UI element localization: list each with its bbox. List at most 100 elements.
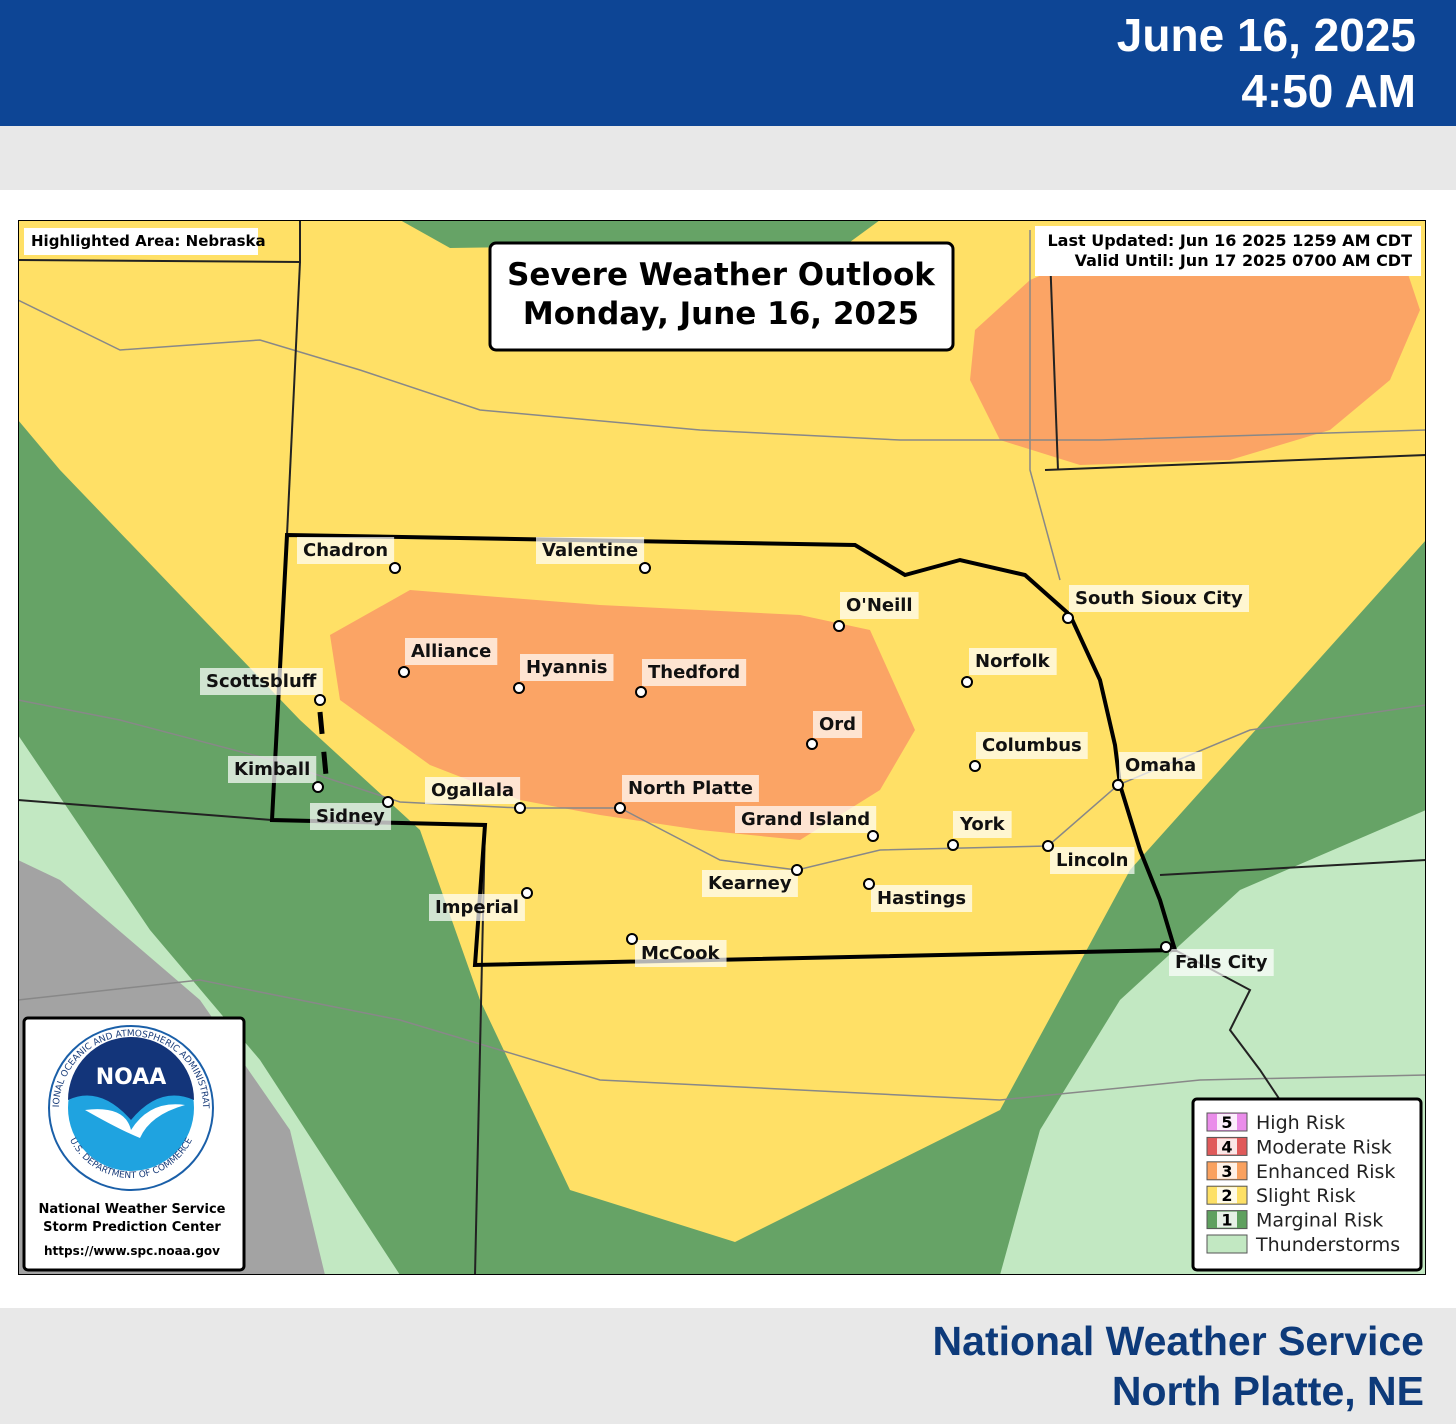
- city-label: Columbus: [982, 735, 1082, 756]
- logo-line2: Storm Prediction Center: [43, 1220, 221, 1235]
- city-label: Valentine: [542, 540, 638, 561]
- city-label-box: [1119, 752, 1203, 779]
- state-borders: [18, 220, 1426, 1275]
- city: York: [947, 811, 1012, 851]
- city-label-box: [1169, 949, 1274, 976]
- legend-number: 2: [1221, 1186, 1232, 1205]
- legend-number: 1: [1221, 1211, 1232, 1230]
- city-dot: [382, 796, 394, 808]
- city-label: O'Neill: [846, 595, 913, 616]
- city-label-box: [953, 811, 1012, 838]
- header-date: June 16, 2025: [1116, 9, 1416, 61]
- legend-number-box: [1217, 1211, 1237, 1228]
- city: Valentine: [536, 537, 651, 574]
- city-dot: [863, 878, 875, 890]
- legend-box: [1191, 1097, 1423, 1272]
- city-label: McCook: [641, 943, 721, 964]
- legend-number-box: [1217, 1187, 1237, 1204]
- city-label: Norfolk: [975, 651, 1051, 672]
- marginal-risk-area: [400, 220, 880, 248]
- header-time: 4:50 AM: [1241, 65, 1416, 117]
- city-label-box: [976, 732, 1088, 759]
- city-label: North Platte: [628, 778, 753, 799]
- city: North Platte: [614, 775, 759, 814]
- legend-number: 4: [1221, 1137, 1232, 1156]
- logo-url: https://www.spc.noaa.gov: [44, 1244, 220, 1258]
- city-dot: [1062, 612, 1074, 624]
- city-label: Grand Island: [741, 809, 870, 830]
- city: Kimball: [228, 756, 324, 793]
- city-dot: [514, 802, 526, 814]
- city-dot: [513, 682, 525, 694]
- city: Hastings: [863, 878, 973, 912]
- city-label-box: [813, 711, 863, 738]
- city: Imperial: [429, 887, 533, 921]
- legend-label: Thunderstorms: [1255, 1234, 1400, 1256]
- highlighted-area: Highlighted Area: Nebraska: [31, 232, 266, 250]
- legend-label: Slight Risk: [1256, 1185, 1356, 1207]
- city-dot: [867, 830, 879, 842]
- city-label: York: [959, 814, 1006, 835]
- city-dot: [833, 620, 845, 632]
- legend-label: Moderate Risk: [1256, 1136, 1392, 1158]
- city: Grand Island: [735, 806, 879, 842]
- time-box: [1035, 226, 1421, 276]
- logo-top: [68, 1037, 194, 1120]
- city-label: Alliance: [411, 641, 491, 662]
- city-label: Scottsbluff: [206, 671, 317, 692]
- city-dot: [312, 781, 324, 793]
- legend-swatch: [1206, 1234, 1248, 1254]
- city-label-box: [622, 775, 759, 802]
- city: Chadron: [297, 537, 401, 574]
- city: South Sioux City: [1062, 585, 1250, 624]
- last-updated: Last Updated: Jun 16 2025 1259 AM CDT: [1047, 231, 1412, 250]
- map-subtitle: Monday, June 16, 2025: [523, 296, 919, 332]
- city: Columbus: [969, 732, 1088, 772]
- city-label: Ord: [819, 714, 856, 735]
- city-dot: [806, 738, 818, 750]
- city-label: South Sioux City: [1075, 588, 1243, 609]
- city-dot: [1160, 941, 1172, 953]
- city-label-box: [969, 648, 1057, 675]
- city-label: Thedford: [648, 662, 740, 683]
- city-label-box: [405, 638, 498, 665]
- city-label-box: [635, 940, 727, 967]
- city-label: Imperial: [435, 897, 519, 918]
- legend-label: High Risk: [1256, 1112, 1345, 1134]
- city-label-box: [735, 806, 877, 833]
- city-dot: [314, 694, 326, 706]
- city-label-box: [1050, 847, 1135, 874]
- city: McCook: [626, 933, 727, 967]
- city-label-box: [228, 756, 317, 783]
- legend-number-box: [1217, 1138, 1237, 1155]
- city-label: Chadron: [303, 540, 388, 561]
- legend-number: 5: [1221, 1113, 1232, 1132]
- footer-office: National Weather Service: [932, 1318, 1424, 1364]
- city: Hyannis: [513, 654, 614, 694]
- city-label-box: [642, 659, 747, 686]
- city-label-box: [297, 537, 395, 564]
- cities: Chadron Valentine O'Neill South Sioux City A…: [200, 537, 1274, 976]
- city-label-box: [425, 777, 521, 804]
- city-label-box: [429, 894, 525, 921]
- legend-number-box: [1217, 1162, 1237, 1179]
- city-dot: [521, 887, 533, 899]
- footer-location: North Platte, NE: [1111, 1368, 1424, 1414]
- city-label-box: [200, 668, 323, 695]
- title-box: [488, 241, 955, 352]
- city-label: Hastings: [877, 888, 966, 909]
- city: Lincoln: [1042, 840, 1135, 874]
- valid-until: Valid Until: Jun 17 2025 0700 AM CDT: [1075, 251, 1413, 270]
- map-title: Severe Weather Outlook: [507, 257, 936, 293]
- highlight-box: [24, 228, 258, 255]
- city-dot: [1112, 779, 1124, 791]
- city-label: Hyannis: [526, 657, 607, 678]
- city: Falls City: [1160, 941, 1274, 976]
- city-dot: [961, 676, 973, 688]
- city-dot: [639, 562, 651, 574]
- boundary-mark: [317, 711, 329, 776]
- city-dot: [389, 562, 401, 574]
- logo-line1: National Weather Service: [39, 1202, 226, 1217]
- city-label: Kimball: [234, 759, 310, 780]
